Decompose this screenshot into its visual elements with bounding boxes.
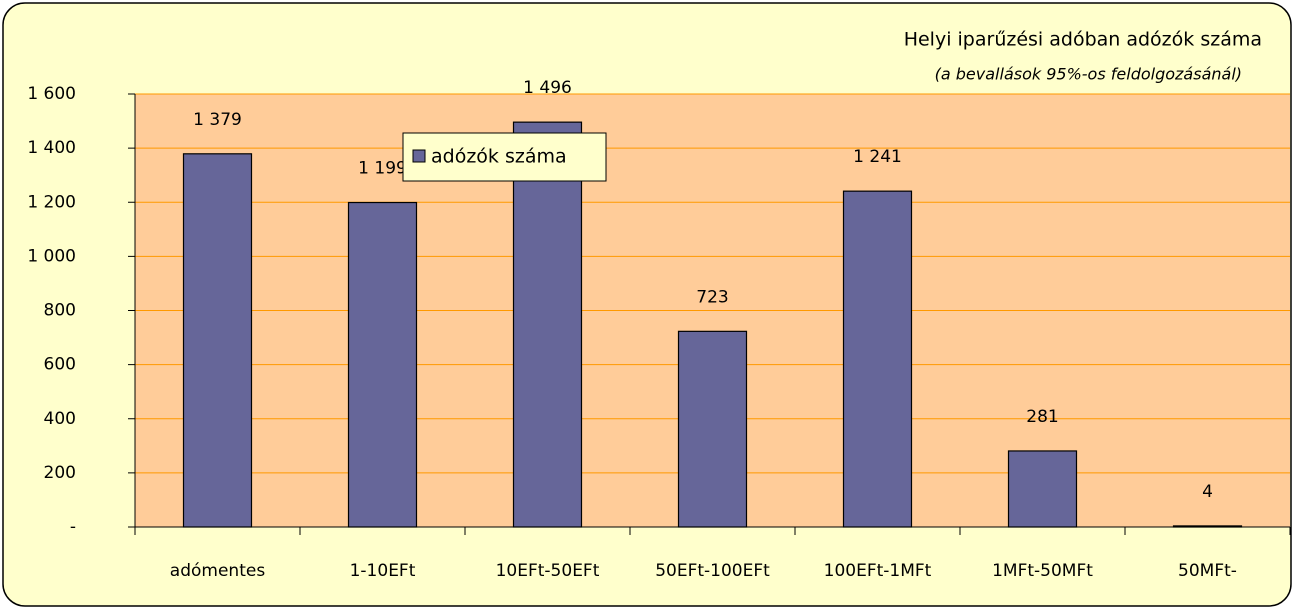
y-tick-label: 800: [44, 301, 76, 321]
bar: [677, 330, 748, 528]
data-label: 723: [696, 287, 728, 307]
y-tick-label: 1 600: [27, 84, 76, 104]
x-tick-label: 50MFt-: [1178, 561, 1237, 581]
x-tick-label: 1-10EFt: [350, 561, 416, 581]
x-tick-label: adómentes: [170, 561, 266, 581]
y-tick-label: 1 400: [27, 138, 76, 158]
y-tick-label: 400: [44, 409, 76, 429]
data-label: 281: [1026, 407, 1058, 427]
data-label: 1 496: [523, 78, 572, 98]
chart-title: Helyi iparűzési adóban adózók száma: [904, 29, 1262, 51]
data-label: 1 241: [853, 147, 902, 167]
data-label: 1 379: [193, 110, 242, 130]
bar: [182, 153, 253, 528]
y-tick-label: 200: [44, 463, 76, 483]
legend-label: adózók száma: [431, 146, 567, 168]
x-tick-label: 10EFt-50EFt: [496, 561, 600, 581]
bar: [842, 190, 913, 528]
legend-box: [402, 132, 607, 182]
bar: [1172, 525, 1243, 528]
x-tick-label: 1MFt-50MFt: [992, 561, 1093, 581]
y-tick-label: 600: [44, 355, 76, 375]
x-tick-label: 50EFt-100EFt: [655, 561, 770, 581]
y-tick-label: -: [70, 517, 76, 537]
y-tick-label: 1 000: [27, 246, 76, 266]
bar: [347, 201, 418, 528]
chart-subtitle: (a bevallások 95%-os feldolgozásánál): [935, 65, 1242, 84]
y-tick-label: 1 200: [27, 192, 76, 212]
data-label: 4: [1202, 482, 1213, 502]
bar: [512, 121, 583, 528]
x-tick-label: 100EFt-1MFt: [824, 561, 932, 581]
data-label: 1 199: [358, 159, 407, 179]
legend-swatch: [412, 149, 426, 163]
bar: [1007, 450, 1078, 528]
